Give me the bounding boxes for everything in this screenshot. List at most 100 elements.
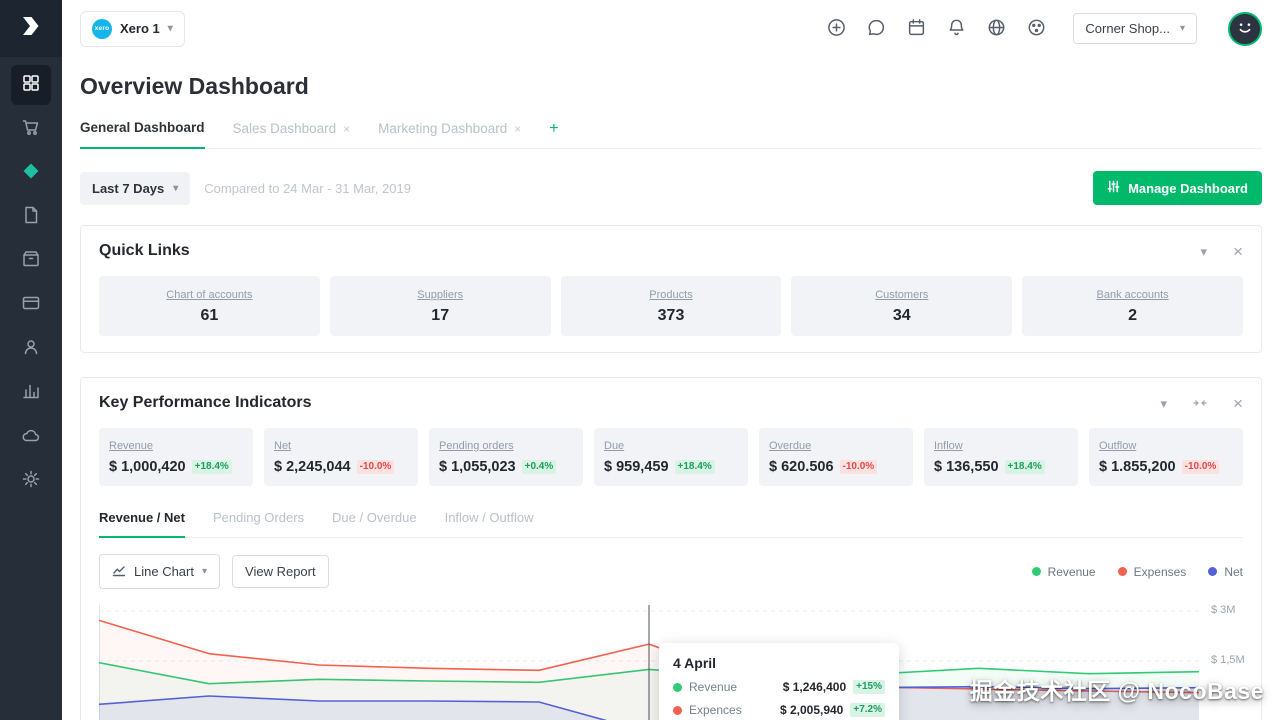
quick-links-card: Quick Links ▾ × Chart of accounts 61 Sup… bbox=[80, 225, 1262, 353]
user-avatar[interactable] bbox=[1228, 11, 1262, 46]
sidebar-item-cloud[interactable] bbox=[11, 417, 51, 457]
app-logo[interactable] bbox=[0, 0, 62, 57]
quick-link-label[interactable]: Products bbox=[649, 289, 693, 301]
palette-icon bbox=[1027, 18, 1046, 40]
kpi-tile-overdue[interactable]: Overdue $ 620.506 -10.0% bbox=[759, 428, 913, 486]
sidebar-item-documents[interactable] bbox=[11, 197, 51, 237]
legend-expenses[interactable]: Expenses bbox=[1117, 565, 1186, 579]
kpi-tile-revenue[interactable]: Revenue $ 1,000,420 +18.4% bbox=[99, 428, 253, 486]
add-button[interactable] bbox=[827, 18, 846, 40]
compare-text: Compared to 24 Mar - 31 Mar, 2019 bbox=[204, 180, 411, 196]
messages-button[interactable] bbox=[867, 18, 886, 40]
chart-type-selector[interactable]: Line Chart ▾ bbox=[99, 554, 221, 589]
workspace-selector[interactable]: xero Xero 1 ▾ bbox=[80, 10, 185, 47]
page-title: Overview Dashboard bbox=[80, 73, 309, 99]
close-icon[interactable]: × bbox=[1233, 393, 1243, 413]
kpi-tile-pending-orders[interactable]: Pending orders $ 1,055,023 +0.4% bbox=[429, 428, 583, 486]
kpi-tile-inflow[interactable]: Inflow $ 136,550 +18.4% bbox=[924, 428, 1078, 486]
sidebar-item-payments[interactable] bbox=[11, 285, 51, 325]
collapse-width-icon[interactable] bbox=[1193, 396, 1207, 411]
sidebar-item-reports[interactable] bbox=[11, 373, 51, 413]
top-bar: xero Xero 1 ▾ Corner Shop... ▾ bbox=[62, 0, 1280, 57]
subtab-inflow-outflow[interactable]: Inflow / Outflow bbox=[444, 510, 534, 525]
kpi-delta-badge: -10.0% bbox=[1181, 460, 1220, 474]
diamond-tag-icon bbox=[21, 161, 41, 186]
kpi-label[interactable]: Overdue bbox=[769, 440, 812, 452]
tooltip-label: Revenue bbox=[689, 680, 738, 694]
legend-revenue[interactable]: Revenue bbox=[1031, 565, 1096, 579]
document-icon bbox=[21, 205, 41, 230]
quick-link-label[interactable]: Chart of accounts bbox=[166, 289, 253, 301]
gear-icon bbox=[21, 469, 41, 494]
tab-marketing-dashboard[interactable]: Marketing Dashboard × bbox=[378, 115, 521, 148]
sidebar-item-settings[interactable] bbox=[11, 461, 51, 501]
kpi-tile-net[interactable]: Net $ 2,245,044 -10.0% bbox=[264, 428, 418, 486]
quick-links-tiles: Chart of accounts 61 Suppliers 17 Produc… bbox=[99, 276, 1243, 336]
chart-canvas[interactable] bbox=[99, 603, 1199, 720]
theme-button[interactable] bbox=[1027, 18, 1046, 40]
sidebar-item-tags[interactable] bbox=[11, 153, 51, 193]
line-chart-icon bbox=[112, 563, 126, 580]
kpi-delta-badge: +0.4% bbox=[521, 460, 557, 474]
notifications-button[interactable] bbox=[947, 18, 966, 40]
quick-link-label[interactable]: Bank accounts bbox=[1096, 289, 1169, 301]
sidebar-item-inventory[interactable] bbox=[11, 241, 51, 281]
tab-label: Marketing Dashboard bbox=[378, 121, 508, 136]
subtab-due-overdue[interactable]: Due / Overdue bbox=[332, 510, 417, 525]
expenses-dot-icon bbox=[1117, 567, 1127, 576]
tab-general-dashboard[interactable]: General Dashboard bbox=[80, 114, 205, 149]
kpi-subtabs: Revenue / Net Pending Orders Due / Overd… bbox=[99, 504, 1243, 538]
line-chart[interactable]: $ 3M $ 1,5M 4 April Revenue $ 1,246,400 … bbox=[99, 603, 1245, 720]
quick-link-value: 2 bbox=[1128, 307, 1138, 324]
kpi-delta-badge: +18.4% bbox=[674, 460, 715, 474]
add-tab-button[interactable]: + bbox=[549, 120, 559, 137]
legend-net[interactable]: Net bbox=[1208, 565, 1243, 579]
quick-link-bank-accounts[interactable]: Bank accounts 2 bbox=[1022, 276, 1243, 336]
close-icon[interactable]: × bbox=[1233, 241, 1243, 261]
quick-link-value: 373 bbox=[657, 307, 685, 324]
chart-legend: Revenue Expenses Net bbox=[1031, 565, 1243, 579]
sidebar-item-orders[interactable] bbox=[11, 109, 51, 149]
tab-sales-dashboard[interactable]: Sales Dashboard × bbox=[233, 115, 351, 148]
view-report-label: View Report bbox=[245, 564, 316, 579]
collapse-chevron-icon[interactable]: ▾ bbox=[1200, 243, 1208, 259]
calendar-button[interactable] bbox=[907, 18, 926, 40]
kpi-label[interactable]: Due bbox=[604, 440, 625, 452]
quick-link-products[interactable]: Products 373 bbox=[560, 276, 782, 336]
language-button[interactable] bbox=[987, 18, 1006, 40]
kpi-tile-due[interactable]: Due $ 959,459 +18.4% bbox=[594, 428, 748, 486]
date-range-selector[interactable]: Last 7 Days ▾ bbox=[80, 171, 191, 205]
kpi-value: $ 1,000,420 bbox=[109, 459, 186, 475]
subtab-pending-orders[interactable]: Pending Orders bbox=[212, 510, 305, 525]
tooltip-delta-badge: +15% bbox=[853, 680, 885, 694]
kpi-label[interactable]: Net bbox=[274, 440, 292, 452]
quick-link-customers[interactable]: Customers 34 bbox=[791, 276, 1013, 336]
kpi-label[interactable]: Pending orders bbox=[439, 440, 514, 452]
view-report-button[interactable]: View Report bbox=[232, 555, 329, 588]
subtab-revenue-net[interactable]: Revenue / Net bbox=[99, 504, 185, 538]
quick-link-chart-of-accounts[interactable]: Chart of accounts 61 bbox=[99, 276, 320, 336]
sidebar-item-contacts[interactable] bbox=[11, 329, 51, 369]
xero-logo-badge: xero bbox=[92, 18, 112, 39]
kpi-delta-badge: +18.4% bbox=[191, 460, 232, 474]
manage-dashboard-button[interactable]: Manage Dashboard bbox=[1093, 171, 1262, 205]
close-icon[interactable]: × bbox=[514, 121, 522, 136]
close-icon[interactable]: × bbox=[343, 121, 351, 136]
sidebar-item-dashboard[interactable] bbox=[11, 65, 51, 105]
kpi-label[interactable]: Revenue bbox=[109, 440, 154, 452]
chevron-down-icon: ▾ bbox=[173, 182, 179, 194]
quick-link-label[interactable]: Suppliers bbox=[417, 289, 464, 301]
shop-selector[interactable]: Corner Shop... ▾ bbox=[1073, 13, 1197, 44]
bell-icon bbox=[947, 18, 966, 40]
quick-link-suppliers[interactable]: Suppliers 17 bbox=[329, 276, 551, 336]
smiley-icon bbox=[1232, 14, 1258, 45]
kpi-label[interactable]: Inflow bbox=[934, 440, 963, 452]
kpi-value: $ 959,459 bbox=[604, 459, 669, 475]
kpi-label[interactable]: Outflow bbox=[1099, 440, 1137, 452]
tooltip-row-revenue: Revenue $ 1,246,400 +15% bbox=[673, 680, 885, 694]
collapse-chevron-icon[interactable]: ▾ bbox=[1160, 395, 1168, 411]
kpi-tile-outflow[interactable]: Outflow $ 1.855,200 -10.0% bbox=[1089, 428, 1243, 486]
quick-link-label[interactable]: Customers bbox=[875, 289, 929, 301]
globe-icon bbox=[987, 18, 1006, 40]
dashboard-tabs: General Dashboard Sales Dashboard × Mark… bbox=[80, 114, 1262, 149]
